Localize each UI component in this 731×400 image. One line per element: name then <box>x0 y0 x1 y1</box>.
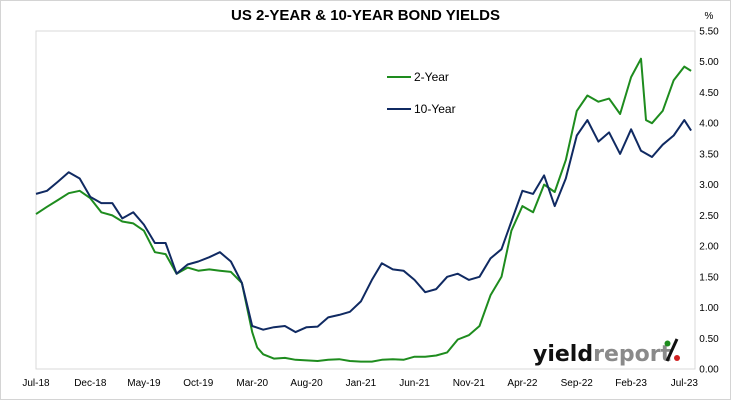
y-tick-label: 4.00 <box>699 119 719 130</box>
x-tick-label: Jul-18 <box>22 378 50 389</box>
y-tick-label: 4.50 <box>699 88 719 99</box>
x-tick-label: Sep-22 <box>561 378 594 389</box>
y-tick-label: 3.50 <box>699 149 719 160</box>
x-tick-label: Jun-21 <box>399 378 430 389</box>
y-tick-label: 0.50 <box>699 334 719 345</box>
y-tick-label: 1.00 <box>699 303 719 314</box>
y-tick-label: 5.50 <box>699 27 719 38</box>
x-tick-label: Mar-20 <box>236 378 268 389</box>
plot-area-border <box>35 30 696 370</box>
y-tick-label: 3.00 <box>699 180 719 191</box>
y-tick-label: 5.00 <box>699 57 719 68</box>
legend-label: 10-Year <box>414 102 456 116</box>
x-tick-label: Apr-22 <box>507 378 537 389</box>
x-tick-label: Dec-18 <box>74 378 107 389</box>
svg-text:yieldreport: yieldreport <box>533 342 672 367</box>
y-axis-unit-label: % <box>705 11 714 22</box>
series-line-10-year <box>35 119 692 334</box>
y-tick-label: 1.50 <box>699 272 719 283</box>
x-tick-label: Aug-20 <box>290 378 323 389</box>
x-tick-label: Nov-21 <box>453 378 486 389</box>
chart-title: US 2-YEAR & 10-YEAR BOND YIELDS <box>231 7 500 24</box>
y-tick-label: 2.50 <box>699 211 719 222</box>
logo-text-yield: yield <box>533 342 593 367</box>
x-tick-label: Feb-23 <box>615 378 647 389</box>
yieldreport-logo: yieldreport <box>533 338 680 367</box>
logo-text-report: report <box>593 342 671 367</box>
x-tick-label: Oct-19 <box>183 378 213 389</box>
percent-logo-icon <box>664 338 680 362</box>
y-tick-label: 0.00 <box>699 365 719 376</box>
x-tick-label: Jul-23 <box>671 378 699 389</box>
y-tick-label: 2.00 <box>699 242 719 253</box>
legend-label: 2-Year <box>414 70 449 84</box>
series-line-2-year <box>35 57 692 363</box>
x-tick-label: May-19 <box>127 378 161 389</box>
x-tick-label: Jan-21 <box>346 378 377 389</box>
